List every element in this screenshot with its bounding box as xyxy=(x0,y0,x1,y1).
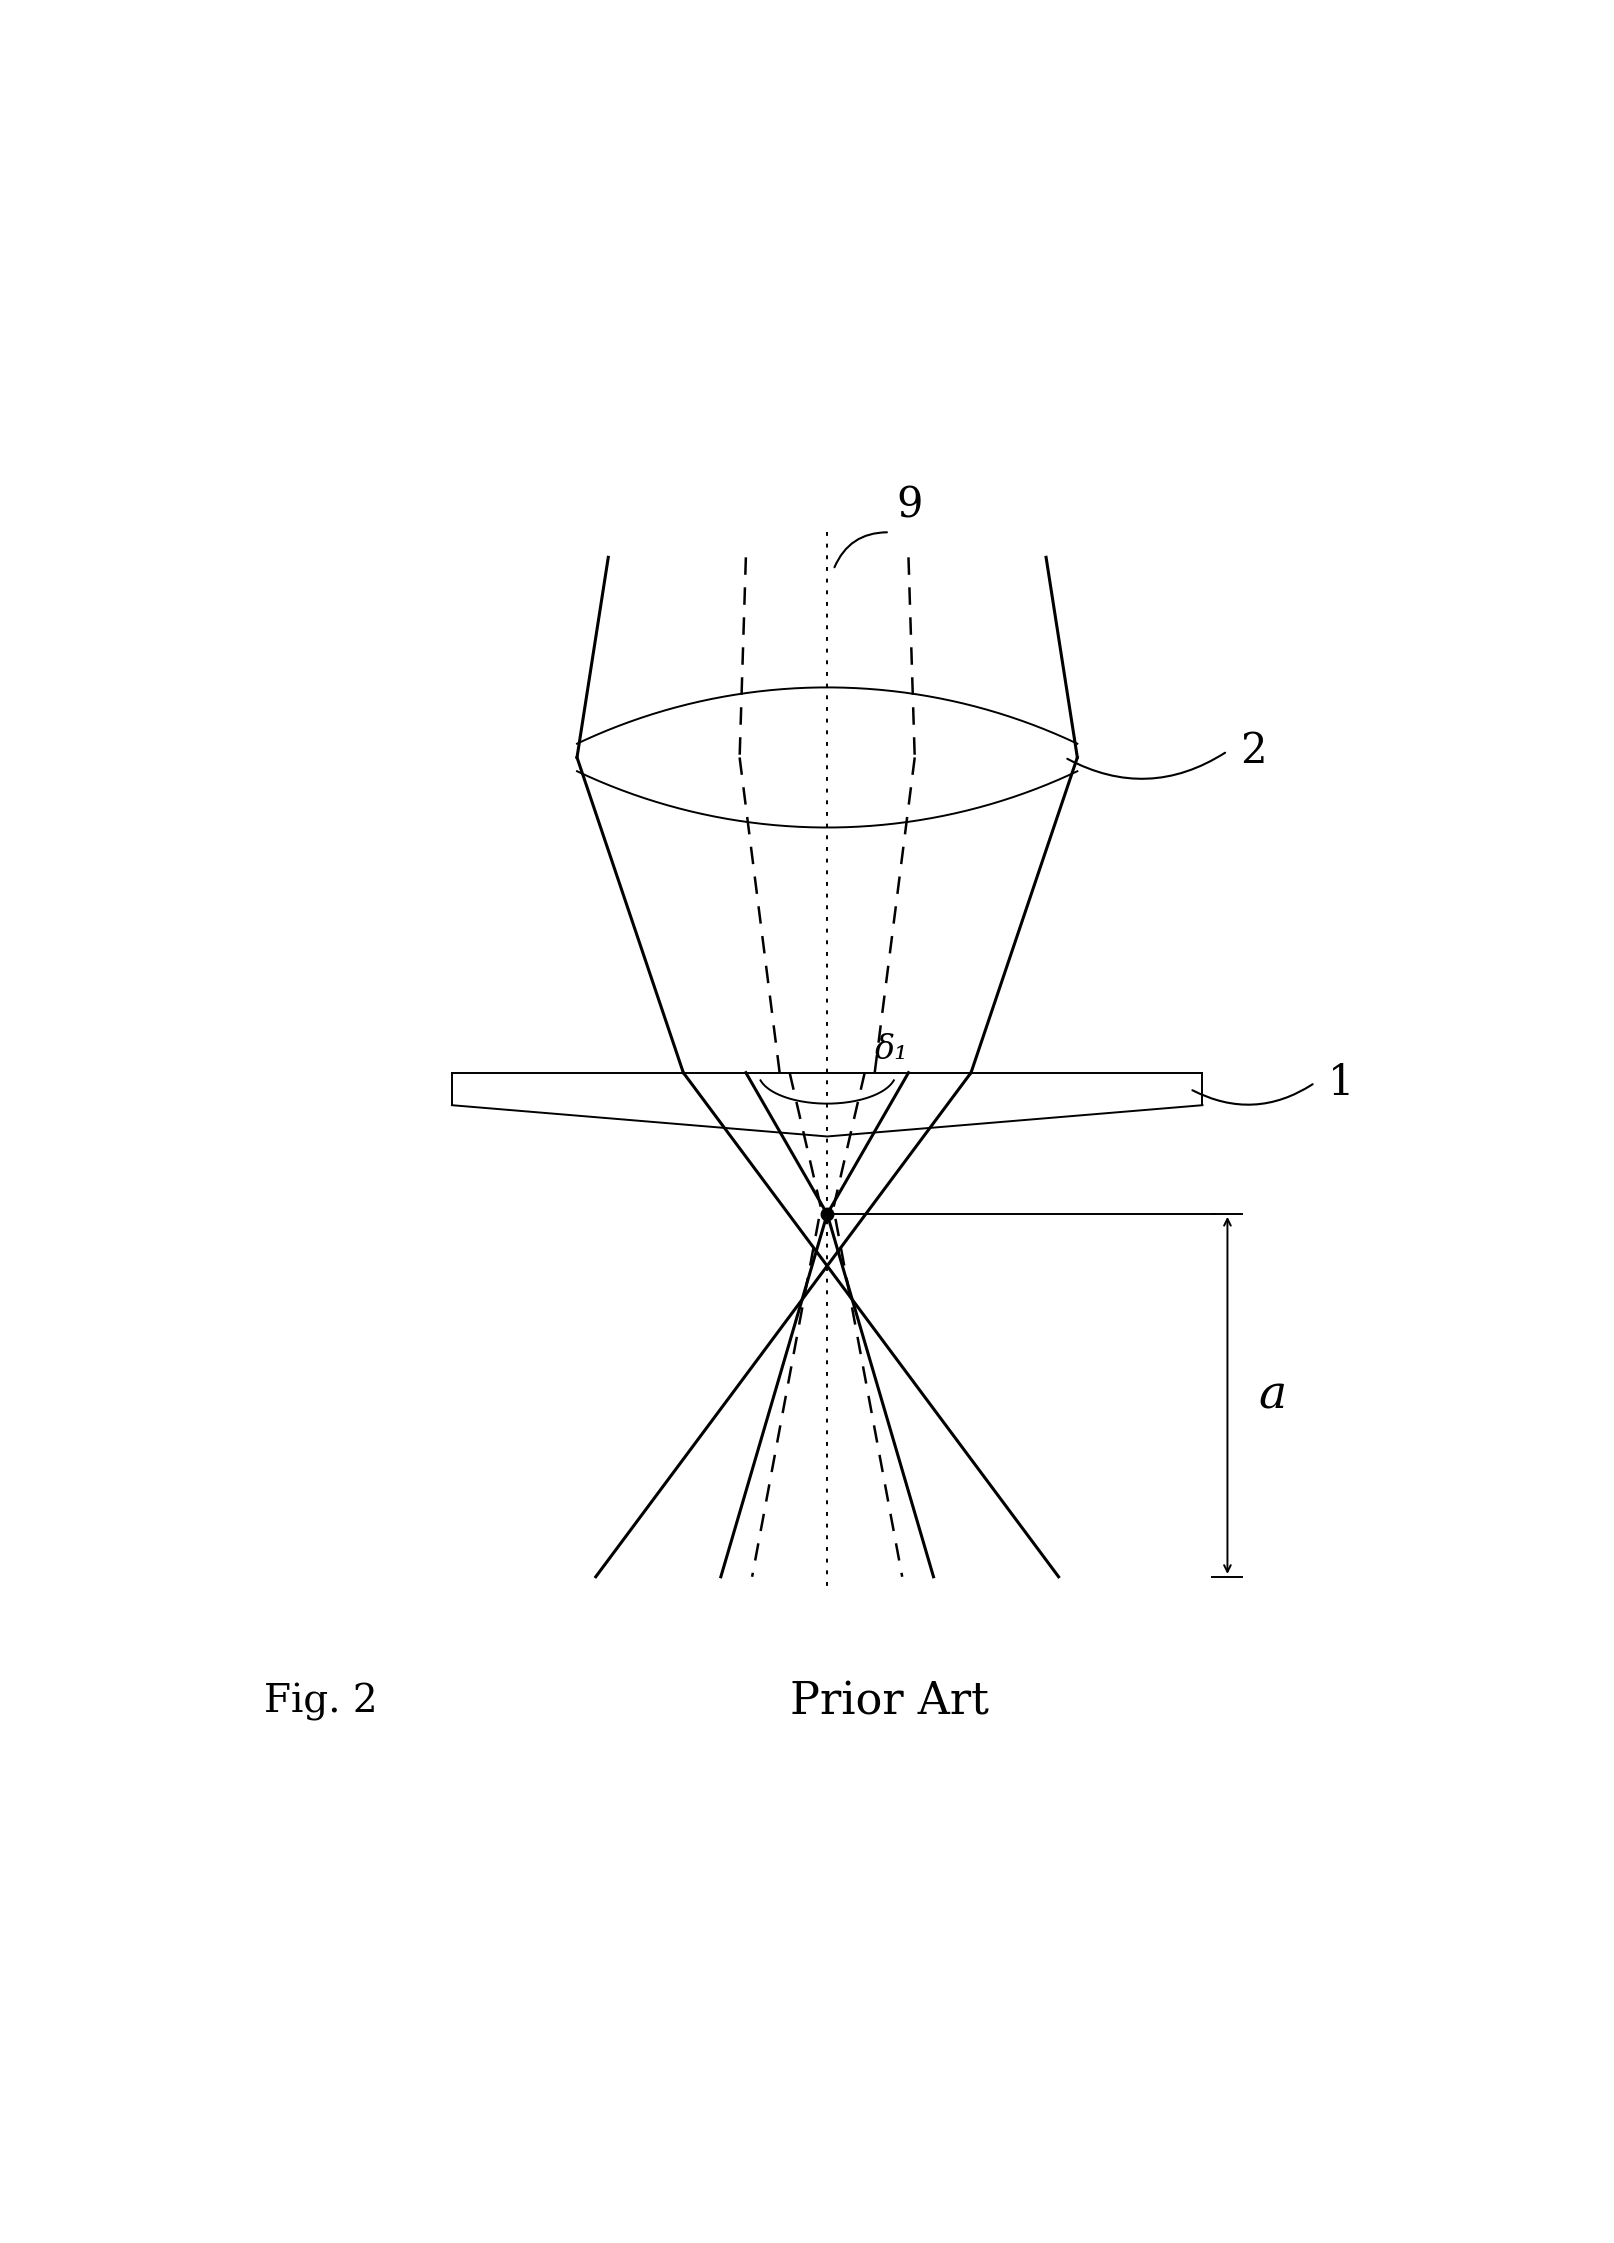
Text: a: a xyxy=(1259,1373,1286,1418)
Text: δ₁: δ₁ xyxy=(875,1034,909,1065)
Text: 9: 9 xyxy=(896,484,922,527)
Text: Fig. 2: Fig. 2 xyxy=(265,1682,378,1720)
Text: 1: 1 xyxy=(1328,1061,1354,1104)
Text: 2: 2 xyxy=(1240,731,1267,772)
Text: Prior Art: Prior Art xyxy=(791,1680,989,1723)
